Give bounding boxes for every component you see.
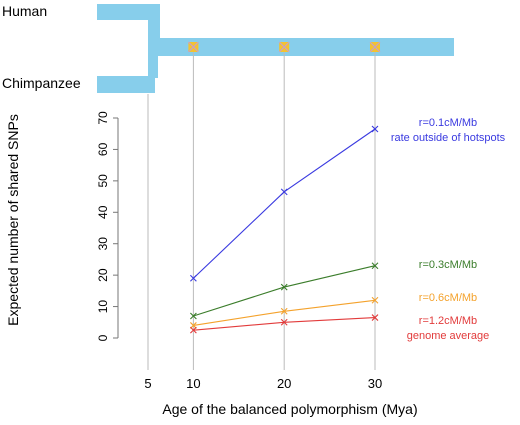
y-tick-label-10: 10: [96, 300, 110, 314]
series-annotation-3: genome average: [407, 330, 490, 342]
point-stroke: [280, 318, 288, 326]
series-point-1-1: [280, 283, 288, 291]
axes: 0 10 20 30 40 50 60 70 5 10 20 30: [96, 111, 382, 391]
point-stroke: [280, 307, 288, 315]
x-axis-title: Age of the balanced polymorphism (Mya): [162, 401, 417, 417]
marker-cross: [369, 41, 381, 53]
species-tree: [97, 4, 454, 93]
series-annotation-0: rate outside of hotspots: [391, 132, 506, 144]
series-label-2: r=0.6cM/Mb: [419, 292, 477, 304]
y-tick-label-70: 70: [96, 111, 110, 125]
series-point-3-2: [371, 314, 379, 321]
y-tick-label-0: 0: [96, 334, 110, 341]
point-stroke: [371, 314, 379, 321]
series-point-2-1: [280, 307, 288, 315]
y-tick-label-20: 20: [96, 268, 110, 282]
polymorphism-marker-1: [278, 41, 290, 53]
y-axis-title: Expected number of shared SNPs: [5, 114, 21, 326]
point-stroke: [371, 296, 379, 304]
x-tick-label-5: 5: [144, 376, 151, 391]
series-point-1-2: [371, 262, 379, 270]
chimpanzee-label: Chimpanzee: [2, 75, 81, 91]
point-stroke: [371, 262, 379, 270]
human-label: Human: [2, 3, 47, 19]
point-stroke: [280, 188, 288, 196]
chimp-branch-bottom: [97, 76, 155, 93]
human-branch-down: [148, 4, 160, 38]
point-stroke: [190, 312, 197, 320]
point-stroke: [371, 125, 379, 133]
x-tick-label-30: 30: [368, 376, 382, 391]
series-group: [190, 125, 379, 334]
series-point-0-1: [280, 188, 288, 196]
marker-cross: [278, 41, 290, 53]
point-stroke: [280, 283, 288, 291]
x-tick-label-20: 20: [277, 376, 291, 391]
y-tick-label-30: 30: [96, 237, 110, 251]
y-tick-label-60: 60: [96, 142, 110, 156]
polymorphism-marker-0: [187, 41, 199, 53]
point-stroke: [190, 326, 197, 334]
human-branch-top: [97, 4, 155, 20]
gridlines: [147, 50, 376, 370]
series-point-0-2: [371, 125, 379, 133]
x-tick-label-10: 10: [186, 376, 200, 391]
series-label-0: r=0.1cM/Mb: [419, 117, 477, 129]
chart-area: 0 10 20 30 40 50 60 70 5 10 20 30 r=0.1cM/Mb rate ou…: [96, 41, 506, 391]
y-tick-label-40: 40: [96, 205, 110, 219]
series-point-1-0: [190, 312, 197, 320]
point-stroke: [190, 274, 197, 282]
series-label-1: r=0.3cM/Mb: [419, 259, 477, 271]
chimp-branch-up: [148, 56, 158, 78]
series-point-0-0: [190, 274, 197, 282]
polymorphism-markers: [187, 41, 381, 53]
series-label-3: r=1.2cM/Mb: [419, 315, 477, 327]
polymorphism-marker-2: [369, 41, 381, 53]
series-point-2-2: [371, 296, 379, 304]
series-point-3-1: [280, 318, 288, 326]
marker-cross: [187, 41, 199, 53]
y-tick-label-50: 50: [96, 174, 110, 188]
series-labels: r=0.1cM/Mb rate outside of hotspots r=0.3c…: [391, 117, 506, 342]
series-point-3-0: [190, 326, 197, 334]
